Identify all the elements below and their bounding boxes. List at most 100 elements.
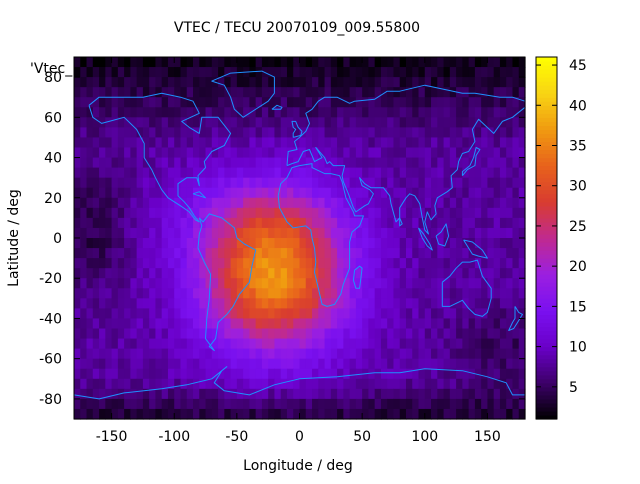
heatmap-cell (155, 408, 163, 420)
heatmap-cell (468, 358, 476, 370)
heatmap-cell (161, 117, 169, 128)
heatmap-cell (136, 348, 144, 360)
heatmap-cell (518, 248, 526, 259)
heatmap-cell (92, 77, 100, 88)
heatmap-cell (274, 318, 282, 330)
heatmap-cell (324, 348, 332, 360)
heatmap-cell (199, 328, 207, 340)
heatmap-cell (111, 87, 119, 98)
heatmap-cell (142, 127, 150, 139)
heatmap-cell (261, 147, 269, 159)
heatmap-cell (268, 318, 276, 330)
heatmap-cell (318, 187, 326, 199)
heatmap-cell (211, 197, 219, 209)
heatmap-cell (117, 308, 125, 320)
heatmap-cell (130, 318, 138, 330)
heatmap-cell (368, 238, 376, 249)
heatmap-cell (280, 318, 288, 330)
heatmap-cell (105, 238, 113, 249)
heatmap-cell (236, 278, 244, 289)
heatmap-cell (368, 77, 376, 88)
heatmap-cell (149, 318, 157, 330)
heatmap-cell (305, 77, 313, 88)
heatmap-cell (180, 187, 188, 199)
heatmap-cell (280, 328, 288, 340)
colorbar-segment (536, 173, 557, 179)
heatmap-cell (299, 308, 307, 320)
heatmap-cell (211, 248, 219, 259)
heatmap-cell (481, 268, 489, 279)
heatmap-cell (399, 398, 407, 410)
heatmap-cell (111, 97, 119, 108)
heatmap-cell (111, 308, 119, 320)
heatmap-cell (117, 268, 125, 279)
heatmap-cell (130, 278, 138, 289)
heatmap-cell (174, 388, 182, 400)
heatmap-cell (487, 137, 495, 149)
heatmap-cell (481, 348, 489, 360)
heatmap-cell (268, 328, 276, 340)
heatmap-cell (161, 258, 169, 269)
heatmap-cell (293, 388, 301, 400)
heatmap-cell (449, 338, 457, 350)
heatmap-cell (218, 87, 225, 98)
heatmap-cell (218, 378, 225, 390)
heatmap-cell (418, 167, 426, 179)
heatmap-cell (205, 388, 213, 400)
heatmap-cell (86, 378, 94, 390)
heatmap-cell (249, 127, 257, 139)
heatmap-cell (174, 288, 182, 299)
heatmap-cell (149, 197, 157, 209)
heatmap-cell (343, 197, 351, 209)
heatmap-cell (155, 77, 163, 88)
heatmap-cell (193, 358, 200, 370)
heatmap-cell (230, 258, 238, 269)
heatmap-cell (312, 147, 319, 159)
heatmap-cell (136, 197, 144, 209)
heatmap-cell (506, 378, 514, 390)
heatmap-cell (499, 278, 507, 289)
heatmap-cell (86, 368, 94, 380)
heatmap-cell (99, 217, 106, 229)
heatmap-cell (105, 408, 113, 420)
heatmap-cell (117, 117, 125, 128)
heatmap-cell (249, 97, 257, 108)
heatmap-cell (249, 408, 257, 420)
heatmap-cell (362, 288, 369, 299)
heatmap-cell (92, 328, 100, 340)
heatmap-cell (186, 258, 194, 269)
heatmap-cell (374, 167, 382, 179)
heatmap-cell (186, 308, 194, 320)
heatmap-cell (293, 127, 301, 139)
heatmap-cell (149, 227, 157, 239)
heatmap-cell (80, 207, 88, 219)
heatmap-cell (80, 278, 88, 289)
colorbar-segment (536, 410, 557, 416)
heatmap-cell (387, 368, 395, 380)
heatmap-cell (130, 137, 138, 149)
heatmap-cell (456, 127, 463, 139)
heatmap-cell (362, 338, 369, 350)
heatmap-cell (374, 97, 382, 108)
heatmap-cell (412, 298, 420, 309)
heatmap-cell (349, 187, 357, 199)
heatmap-cell (343, 117, 351, 128)
heatmap-cell (349, 288, 357, 299)
heatmap-cell (86, 67, 94, 78)
heatmap-cell (230, 177, 238, 189)
heatmap-cell (474, 187, 482, 199)
heatmap-cell (117, 398, 125, 410)
heatmap-cell (512, 107, 520, 118)
heatmap-cell (261, 258, 269, 269)
heatmap-cell (393, 248, 401, 259)
heatmap-cell (405, 388, 413, 400)
colorbar-segment (536, 153, 557, 159)
heatmap-cell (412, 278, 420, 289)
heatmap-cell (343, 157, 351, 169)
heatmap-cell (380, 67, 388, 78)
heatmap-cell (474, 107, 482, 118)
heatmap-cell (355, 187, 363, 199)
heatmap-cell (74, 378, 81, 390)
heatmap-cell (236, 298, 244, 309)
heatmap-cell (468, 67, 476, 78)
